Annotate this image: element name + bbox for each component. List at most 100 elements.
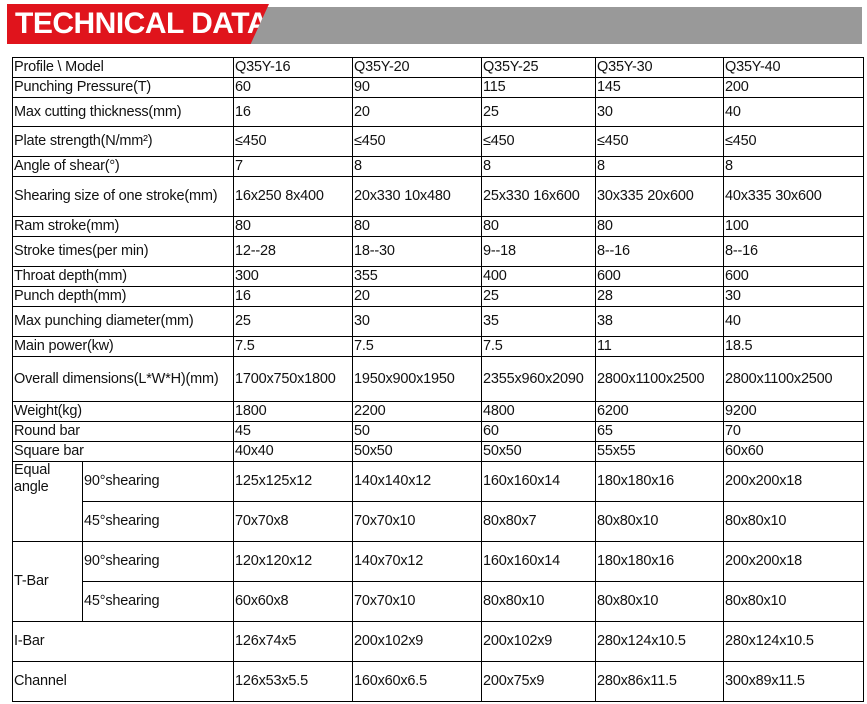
banner-bar: [150, 7, 862, 44]
value-cell: 80x80x10: [595, 501, 724, 542]
value-cell: 45: [233, 421, 353, 442]
value-cell: 20: [352, 97, 482, 127]
value-cell: 70: [723, 421, 864, 442]
value-cell: 2200: [352, 401, 482, 422]
value-cell: 8: [481, 156, 596, 177]
banner-title-block: TECHNICAL DATA: [7, 4, 269, 44]
value-cell: 25: [481, 286, 596, 307]
value-cell: 300: [233, 266, 353, 287]
value-cell: 1950x900x1950: [352, 356, 482, 402]
table-row: Max punching diameter(mm) 25 30 35 38 40: [12, 306, 864, 337]
value-cell: 9--18: [481, 236, 596, 267]
value-cell: 30x335 20x600: [595, 176, 724, 217]
model-header: Q35Y-20: [352, 57, 482, 78]
row-label: Angle of shear(°): [12, 156, 234, 177]
value-cell: 70x70x10: [352, 581, 482, 622]
row-label: Overall dimensions(L*W*H)(mm): [12, 356, 234, 402]
value-cell: 355: [352, 266, 482, 287]
row-label: Stroke times(per min): [12, 236, 234, 267]
value-cell: 280x124x10.5: [723, 621, 864, 662]
table-row: Plate strength(N/mm²) ≤450 ≤450 ≤450 ≤450 ≤45…: [12, 126, 864, 157]
value-cell: 20x330 10x480: [352, 176, 482, 217]
table-row: Shearing size of one stroke(mm) 16x250 8x…: [12, 176, 864, 217]
value-cell: 50x50: [352, 441, 482, 462]
row-label: Max cutting thickness(mm): [12, 97, 234, 127]
value-cell: 8: [352, 156, 482, 177]
table-row: I-Bar 126x74x5 200x102x9 200x102x9 280x124x1…: [12, 621, 864, 662]
sub-label: 90°shearing: [82, 461, 234, 502]
value-cell: 280x124x10.5: [595, 621, 724, 662]
value-cell: 160x160x14: [481, 461, 596, 502]
value-cell: 2800x1100x2500: [723, 356, 864, 402]
row-label: Channel: [12, 661, 234, 702]
value-cell: 16: [233, 286, 353, 307]
value-cell: 25: [233, 306, 353, 337]
value-cell: 50x50: [481, 441, 596, 462]
value-cell: 200x75x9: [481, 661, 596, 702]
value-cell: 280x86x11.5: [595, 661, 724, 702]
page-title: TECHNICAL DATA: [15, 7, 268, 40]
value-cell: 70x70x8: [233, 501, 353, 542]
table-row: Channel 126x53x5.5 160x60x6.5 200x75x9 280x8…: [12, 661, 864, 702]
table-row: Weight(kg) 1800 2200 4800 6200 9200: [12, 401, 864, 422]
value-cell: 9200: [723, 401, 864, 422]
value-cell: 7.5: [481, 336, 596, 357]
value-cell: 80x80x10: [481, 581, 596, 622]
value-cell: 25: [481, 97, 596, 127]
value-cell: 600: [595, 266, 724, 287]
value-cell: 80x80x10: [595, 581, 724, 622]
technical-data-table: Profile \ Model Q35Y-16 Q35Y-20 Q35Y-25 Q35Y…: [12, 57, 864, 702]
group-label: Equal angle: [12, 461, 83, 542]
value-cell: 8--16: [595, 236, 724, 267]
table-row: Punch depth(mm) 16 20 25 28 30: [12, 286, 864, 307]
table-row: Equal angle 90°shearing 125x125x12 140x140x…: [12, 461, 864, 542]
table-row: Overall dimensions(L*W*H)(mm) 1700x750x18…: [12, 356, 864, 402]
value-cell: 140x70x12: [352, 541, 482, 582]
value-cell: 38: [595, 306, 724, 337]
value-cell: ≤450: [233, 126, 353, 157]
value-cell: 35: [481, 306, 596, 337]
value-cell: 30: [595, 97, 724, 127]
value-cell: 50: [352, 421, 482, 442]
group-label: T-Bar: [12, 541, 83, 622]
model-header: Q35Y-16: [233, 57, 353, 78]
value-cell: ≤450: [595, 126, 724, 157]
row-label: Main power(kw): [12, 336, 234, 357]
value-cell: 126x74x5: [233, 621, 353, 662]
value-cell: 30: [352, 306, 482, 337]
table-row: T-Bar 90°shearing 120x120x12 140x70x12 160x1…: [12, 541, 864, 622]
row-label: Square bar: [12, 441, 234, 462]
value-cell: 11: [595, 336, 724, 357]
value-cell: 7.5: [352, 336, 482, 357]
row-label: Punch depth(mm): [12, 286, 234, 307]
row-label: Round bar: [12, 421, 234, 442]
model-header: Q35Y-25: [481, 57, 596, 78]
value-cell: 115: [481, 77, 596, 98]
value-cell: 180x180x16: [595, 541, 724, 582]
value-cell: 80: [481, 216, 596, 237]
value-cell: 200x200x18: [723, 461, 864, 502]
table-row: Punching Pressure(T) 60 90 115 145 200: [12, 77, 864, 98]
value-cell: 80: [233, 216, 353, 237]
value-cell: 120x120x12: [233, 541, 353, 582]
value-cell: 8: [723, 156, 864, 177]
value-cell: 1700x750x1800: [233, 356, 353, 402]
value-cell: 7: [233, 156, 353, 177]
value-cell: 200x102x9: [352, 621, 482, 662]
value-cell: 4800: [481, 401, 596, 422]
value-cell: 126x53x5.5: [233, 661, 353, 702]
value-cell: 40x40: [233, 441, 353, 462]
value-cell: 18.5: [723, 336, 864, 357]
row-label: Shearing size of one stroke(mm): [12, 176, 234, 217]
value-cell: 60: [233, 77, 353, 98]
value-cell: 90: [352, 77, 482, 98]
model-header: Q35Y-30: [595, 57, 724, 78]
value-cell: 1800: [233, 401, 353, 422]
value-cell: ≤450: [352, 126, 482, 157]
value-cell: 125x125x12: [233, 461, 353, 502]
value-cell: 40x335 30x600: [723, 176, 864, 217]
value-cell: 200x102x9: [481, 621, 596, 662]
value-cell: 60x60x8: [233, 581, 353, 622]
sub-label: 45°shearing: [82, 501, 234, 542]
value-cell: 80x80x10: [723, 501, 864, 542]
